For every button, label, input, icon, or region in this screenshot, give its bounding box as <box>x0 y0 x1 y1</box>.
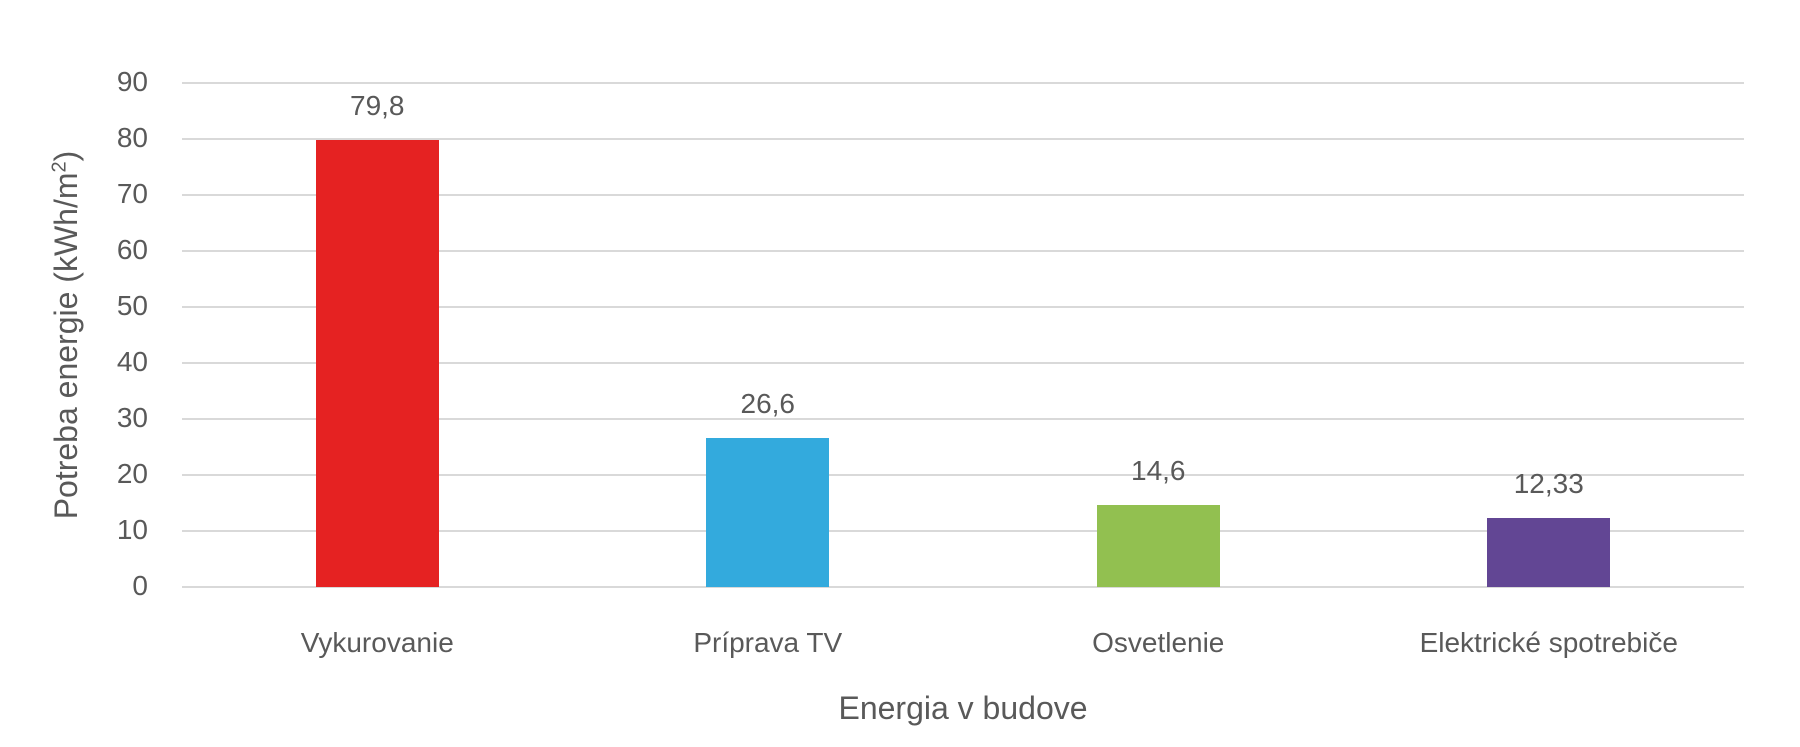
gridline <box>182 138 1744 140</box>
data-label: 26,6 <box>740 388 796 420</box>
data-label: 14,6 <box>1131 455 1186 487</box>
gridline <box>182 362 1744 364</box>
y-tick-label: 90 <box>116 66 148 97</box>
gridline <box>182 306 1744 308</box>
y-axis-title: Potreba energie (kWh/m2) <box>48 150 84 520</box>
bar <box>706 438 830 587</box>
plot-area: 79,8 26,6 14,6 12,33 <box>182 82 1744 588</box>
gridline <box>182 586 1744 588</box>
y-tick-label: 30 <box>116 402 148 433</box>
y-tick-label: 20 <box>116 458 148 489</box>
x-category-label: Príprava TV <box>693 627 843 658</box>
y-tick-label: 0 <box>132 570 148 601</box>
gridline <box>182 82 1744 84</box>
data-label: 79,8 <box>350 90 405 122</box>
gridline <box>182 474 1744 476</box>
x-category-label: Osvetlenie <box>1092 627 1225 658</box>
gridline <box>182 194 1744 196</box>
y-tick-label: 70 <box>116 178 148 209</box>
y-tick-label: 60 <box>116 234 148 265</box>
gridline <box>182 530 1744 532</box>
bar <box>315 140 439 587</box>
gridline <box>182 250 1744 252</box>
y-tick-label: 50 <box>116 290 148 321</box>
y-tick-label: 10 <box>116 514 148 545</box>
gridline <box>182 418 1744 420</box>
x-axis-title: Energia v budove <box>838 690 1088 726</box>
y-tick-label: 80 <box>116 122 148 153</box>
x-category-label: Elektrické spotrebiče <box>1419 627 1678 658</box>
data-label: 12,33 <box>1513 467 1584 499</box>
y-tick-label: 40 <box>116 346 148 377</box>
x-category-label: Vykurovanie <box>300 627 454 658</box>
bar <box>1487 517 1611 587</box>
bar <box>1096 505 1220 587</box>
